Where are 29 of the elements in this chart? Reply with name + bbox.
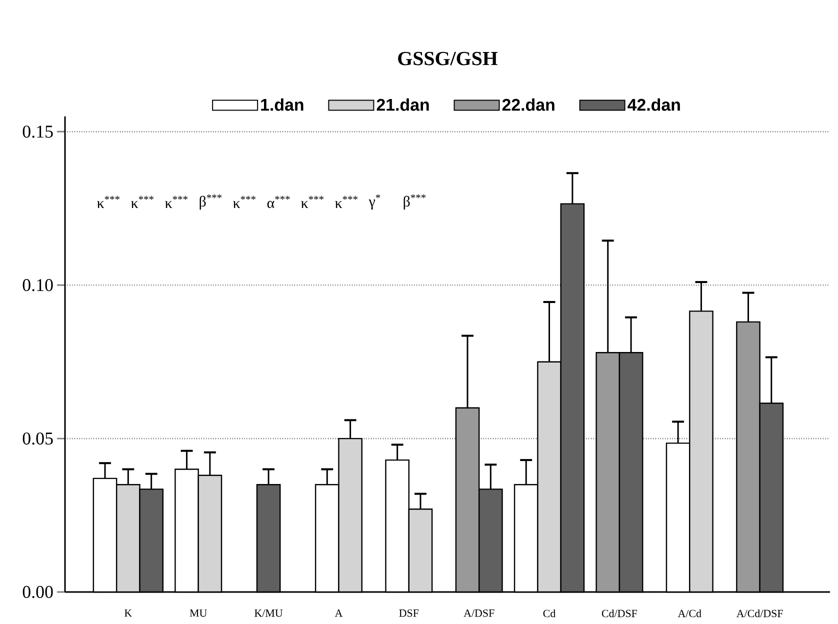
x-tick-label: A xyxy=(334,609,343,617)
legend-label: 21.dan xyxy=(376,98,429,111)
annotation: κ$^{***}$ xyxy=(97,196,120,208)
annotation: κ$^{***}$ xyxy=(131,196,154,208)
x-tick-label: DSF xyxy=(399,609,419,617)
annotation: β$^{***}$ xyxy=(404,194,426,210)
y-tick-label: 0.05 xyxy=(22,432,53,445)
annotation: κ$^{***}$ xyxy=(165,196,188,208)
y-tick-label: 0.15 xyxy=(22,126,53,138)
annotation: κ$^{***}$ xyxy=(233,196,256,208)
annotation: β$^{***}$ xyxy=(200,194,222,210)
x-tick-label: A/DSF xyxy=(464,609,494,617)
chart-title: GSSG/GSH xyxy=(398,52,498,66)
y-tick-label: 0.10 xyxy=(22,279,53,292)
annotation: α$^{***}$ xyxy=(267,196,290,208)
annotation: γ$^{*}$ xyxy=(368,194,380,210)
x-tick-label: MU xyxy=(190,609,207,617)
legend-label: 42.dan xyxy=(628,98,680,111)
annotation: κ$^{***}$ xyxy=(335,196,358,208)
annotation: κ$^{***}$ xyxy=(301,196,324,208)
y-tick-label: 0.00 xyxy=(22,586,53,598)
x-tick-label: A/Cd xyxy=(678,609,702,618)
legend-label: 1.dan xyxy=(261,98,304,111)
x-tick-label: A/Cd/DSF xyxy=(736,609,783,618)
x-tick-label: Cd xyxy=(543,609,556,618)
x-tick-label: K/MU xyxy=(254,609,283,617)
x-tick-label: Cd/DSF xyxy=(602,609,638,618)
x-tick-label: K xyxy=(124,609,132,617)
legend-label: 22.dan xyxy=(502,98,554,111)
